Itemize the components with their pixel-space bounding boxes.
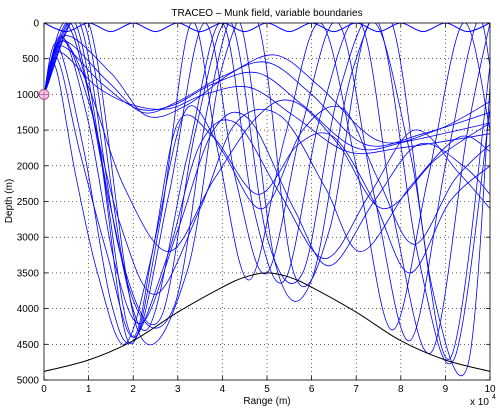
x-tick-label: 5: [264, 384, 270, 395]
x-tick-label: 2: [130, 384, 136, 395]
ray-path: [44, 36, 490, 295]
y-tick-label: 2500: [17, 197, 40, 208]
source-marker: [38, 89, 50, 100]
y-tick-label: 1000: [17, 90, 40, 101]
x-tick-label: 10: [484, 384, 496, 395]
ray-path: [44, 42, 490, 344]
x-tick-label: 7: [353, 384, 359, 395]
bottom-boundary: [44, 272, 490, 372]
x-tick-labels: 0 1 2 3 4 5 6 7 8 9 10: [41, 384, 496, 395]
ray-path: [44, 35, 490, 144]
axis-ticks: [43, 22, 491, 381]
y-tick-labels: 0 500 1000 1500 2000 2500 3000 3500 4000 4500 5000: [17, 19, 40, 387]
plot-area: [44, 23, 490, 380]
ray-path: [44, 40, 490, 147]
x-exponent-power: 4: [492, 394, 496, 401]
x-tick-label: 9: [443, 384, 449, 395]
chart-title: TRACEO – Munk field, variable boundaries: [171, 8, 362, 19]
boundaries: [44, 23, 490, 372]
x-tick-label: 0: [41, 384, 47, 395]
y-tick-label: 500: [22, 54, 39, 65]
y-tick-label: 3500: [17, 268, 40, 279]
ray-path: [44, 23, 490, 360]
x-tick-label: 3: [175, 384, 181, 395]
y-tick-label: 4000: [17, 304, 40, 315]
ray-path: [44, 56, 490, 338]
y-tick-label: 1500: [17, 126, 40, 137]
y-tick-label: 3000: [17, 233, 40, 244]
ray-path: [44, 62, 490, 345]
ray-path: [44, 51, 490, 155]
x-tick-label: 1: [86, 384, 92, 395]
x-tick-label: 4: [220, 384, 226, 395]
ray-path: [44, 45, 490, 151]
x-exponent-label: x 10: [470, 397, 489, 408]
x-axis-label: Range (m): [243, 396, 290, 407]
x-tick-label: 6: [309, 384, 315, 395]
ray-path: [44, 23, 490, 365]
y-tick-label: 4500: [17, 340, 40, 351]
ray-path: [44, 23, 490, 377]
y-tick-label: 0: [33, 19, 39, 30]
y-tick-label: 5000: [17, 376, 40, 387]
x-tick-label: 8: [398, 384, 404, 395]
surface-boundary: [44, 23, 490, 33]
ray-path: [44, 23, 490, 345]
y-tick-label: 2000: [17, 161, 40, 172]
y-axis-label: Depth (m): [4, 179, 15, 223]
